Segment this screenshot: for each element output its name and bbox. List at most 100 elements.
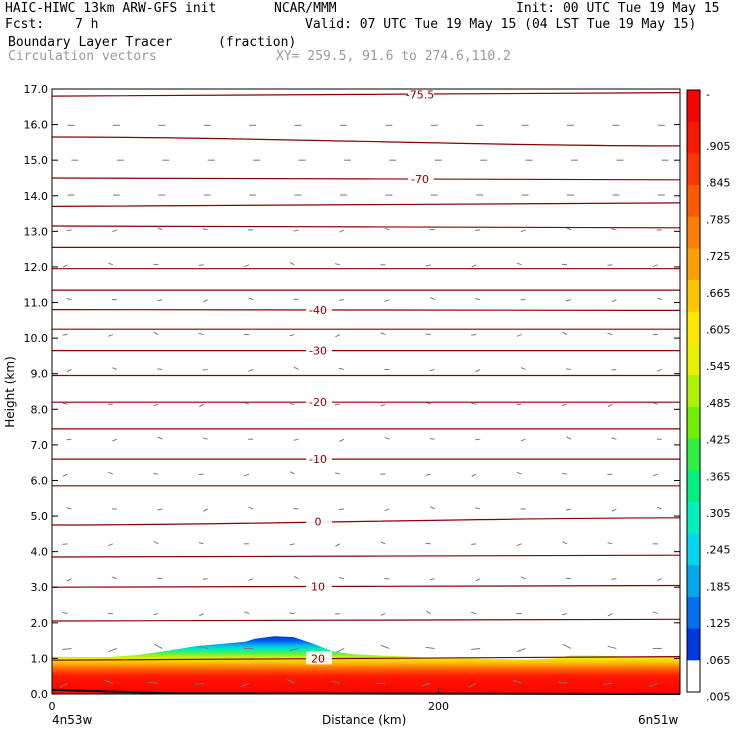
vector-arrow xyxy=(153,541,159,545)
vector-arrow xyxy=(561,472,568,475)
vector-arrow xyxy=(289,647,299,652)
vector-arrow xyxy=(286,678,295,684)
vector-arrow xyxy=(153,613,159,616)
colorbar-label: - xyxy=(706,88,710,101)
vector-arrow xyxy=(471,264,477,268)
vector-arrow xyxy=(475,298,481,301)
y-tick-label: 10.0 xyxy=(24,332,49,345)
vector-arrow xyxy=(66,578,72,582)
vector-arrow xyxy=(248,506,254,510)
isotherm-line xyxy=(51,656,681,661)
vector-arrow xyxy=(516,543,522,547)
vector-arrow xyxy=(471,473,477,477)
colorbar-swatch xyxy=(687,185,700,218)
vector-arrow xyxy=(66,438,72,441)
org-label: NCAR/MMM xyxy=(274,1,337,16)
y-tick-label: 11.0 xyxy=(24,297,49,310)
vector-arrow xyxy=(471,647,481,651)
colorbar-swatch xyxy=(687,375,700,408)
vector-arrow xyxy=(335,334,341,338)
vector-arrow xyxy=(611,508,617,512)
isotherm-label: -70 xyxy=(411,173,429,186)
vector-arrow xyxy=(430,296,435,301)
vector-arrow xyxy=(516,262,522,266)
vector-arrow xyxy=(652,473,658,477)
vector-arrow xyxy=(611,228,617,231)
vector-arrow xyxy=(475,438,481,441)
isotherm-label-bg xyxy=(306,303,332,317)
isotherm-label-bg xyxy=(306,579,332,593)
vector-arrow xyxy=(198,264,204,266)
colorbar-label: .725 xyxy=(706,250,731,263)
vector-arrow xyxy=(157,299,163,302)
vector-arrow xyxy=(108,471,114,475)
vector-arrow xyxy=(202,228,208,231)
vector-arrow xyxy=(149,681,159,684)
vector-arrow xyxy=(62,334,68,336)
vector-arrow xyxy=(244,473,250,477)
init-time: Init: 00 UTC Tue 19 May 15 xyxy=(516,1,720,16)
vector-arrow xyxy=(62,543,68,545)
vector-arrow xyxy=(380,403,386,407)
vector-arrow xyxy=(338,577,345,580)
vector-arrow xyxy=(244,402,250,405)
isotherm-line xyxy=(51,202,681,207)
colorbar-label: .365 xyxy=(706,470,731,483)
x-axis-title: Distance (km) xyxy=(322,713,407,727)
vector-arrow xyxy=(62,473,68,477)
vector-arrow xyxy=(62,647,72,651)
vector-arrow xyxy=(293,366,299,370)
vector-arrow xyxy=(248,297,254,301)
vector-arrow xyxy=(429,368,435,372)
colorbar-swatch xyxy=(687,501,700,535)
colorbar-label: .425 xyxy=(706,434,731,447)
y-tick-label: 16.0 xyxy=(24,119,49,132)
vector-arrow xyxy=(202,578,208,580)
vector-arrow xyxy=(293,507,299,510)
vector-arrow xyxy=(198,332,204,336)
vector-arrow xyxy=(475,507,481,510)
vector-arrow xyxy=(561,613,568,616)
colorbar-swatch xyxy=(687,533,700,566)
vector-arrow xyxy=(203,508,208,512)
vector-arrow xyxy=(293,575,299,580)
isotherm-label: 20 xyxy=(311,652,325,665)
y-tick-label: 12.0 xyxy=(24,261,49,274)
vector-arrow xyxy=(380,613,386,616)
vector-arrow xyxy=(565,368,572,370)
colorbar-label: .185 xyxy=(706,580,731,593)
colorbar-label: .605 xyxy=(706,324,731,337)
colorbar-label: .485 xyxy=(706,397,731,410)
y-tick-label: 9.0 xyxy=(31,368,49,381)
colorbar-swatch xyxy=(687,470,700,503)
y-tick-label: 5.0 xyxy=(31,510,49,523)
vector-arrow xyxy=(425,333,431,336)
vector-arrow xyxy=(338,367,345,370)
run-title: HAIC-HIWC 13km ARW-GFS init xyxy=(5,1,217,16)
vector-arrow xyxy=(512,679,522,684)
vector-arrow xyxy=(426,610,431,615)
vector-arrow xyxy=(157,508,163,511)
vector-arrow xyxy=(338,508,344,511)
isotherm-label: -40 xyxy=(309,304,327,317)
vector-arrow xyxy=(289,403,295,405)
vector-arrow xyxy=(338,299,344,301)
vector-arrow xyxy=(516,471,522,475)
vector-arrow xyxy=(62,611,68,615)
vector-arrow xyxy=(157,227,163,231)
vector-arrow xyxy=(520,438,526,442)
vector-arrow xyxy=(335,543,341,547)
vector-arrow xyxy=(603,682,613,685)
vector-arrow xyxy=(607,473,613,476)
vector-arrow xyxy=(425,264,431,267)
plot-frame xyxy=(51,88,681,695)
vector-arrow xyxy=(565,299,572,302)
vector-arrow xyxy=(202,437,208,440)
vector-arrow xyxy=(199,613,204,617)
colorbar-label: .305 xyxy=(706,507,731,520)
isotherm-label-bg xyxy=(306,514,332,528)
vector-arrow xyxy=(652,611,658,615)
vector-arrow xyxy=(248,368,254,372)
vector-arrow xyxy=(153,331,159,336)
temperature-contours: -75.5 -70 -40 -30 -20 -10 0 10 20 xyxy=(51,87,681,665)
